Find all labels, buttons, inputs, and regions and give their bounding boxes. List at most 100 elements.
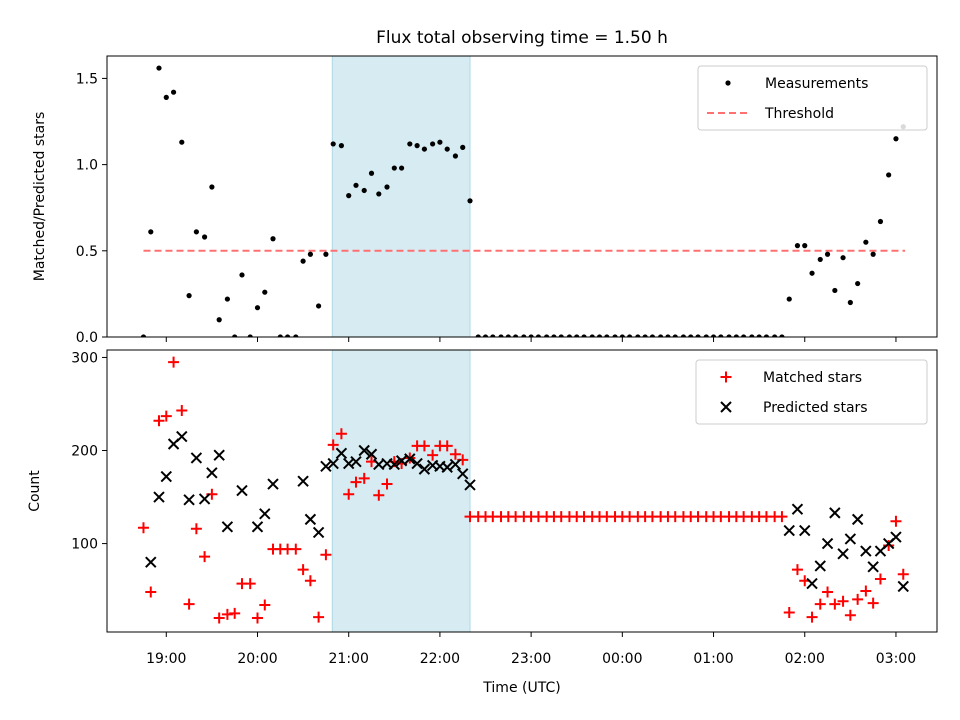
matched-star-point (290, 543, 302, 555)
ratio-panel: 0.0 0.5 1.0 1.5 Matched/Predicted stars Measu… (32, 55, 938, 346)
measurement-point (293, 334, 299, 337)
measurement-point (224, 296, 230, 302)
measurement-point (391, 165, 397, 171)
measurement-point (604, 334, 610, 337)
measurement-point (680, 334, 687, 337)
measurement-point (201, 234, 208, 240)
measurement-point (376, 191, 382, 197)
y-tick-label: 200 (71, 444, 98, 460)
measurement-point (726, 334, 732, 337)
matched-star-point (890, 515, 902, 527)
matched-star-point (441, 440, 453, 452)
measurement-point (505, 334, 511, 337)
measurement-point (786, 296, 792, 302)
predicted-star-point (327, 457, 339, 470)
measurement-point (596, 334, 603, 337)
measurement-point (437, 139, 443, 145)
legend-marker-matched (720, 371, 732, 383)
measurement-point (384, 184, 390, 190)
x-tick-label: 00:00 (602, 651, 642, 667)
measurement-point (574, 334, 580, 337)
predicted-star-point (335, 447, 348, 460)
measurement-point (763, 334, 770, 337)
predicted-star-point (198, 493, 211, 505)
measurement-point (649, 334, 656, 337)
measurement-point (444, 146, 450, 152)
y-tick-label: 0.0 (76, 330, 98, 346)
measurement-point (323, 251, 329, 257)
predicted-star-point (350, 455, 362, 468)
matched-star-point (199, 551, 211, 563)
matched-star-point (874, 573, 886, 585)
measurement-point (589, 334, 595, 337)
legend-label: Predicted stars (763, 400, 868, 416)
measurement-point (635, 334, 641, 337)
measurement-point (886, 172, 892, 178)
matched-star-point (806, 611, 818, 623)
matched-star-point (358, 472, 370, 484)
matched-star-point (350, 476, 362, 488)
measurement-point (612, 334, 618, 337)
plot-frame (106, 349, 938, 633)
predicted-star-point (213, 449, 225, 461)
matched-star-point (427, 449, 439, 461)
measurement-point (794, 243, 801, 249)
measurement-point (254, 305, 261, 311)
matched-star-point (418, 440, 430, 452)
measurement-point (179, 139, 185, 145)
predicted-star-point (860, 545, 872, 557)
measurement-point (528, 334, 534, 337)
measurement-point (467, 198, 473, 204)
matched-star-point (244, 578, 256, 590)
x-tick-label: 03:00 (876, 651, 916, 667)
predicted-star-point (304, 513, 317, 526)
matched-star-point (213, 612, 225, 624)
measurement-point (330, 141, 336, 147)
measurement-point (407, 141, 413, 147)
x-axis-label: Time (UTC) (482, 680, 560, 696)
predicted-star-point (806, 577, 818, 590)
measurement-point (430, 141, 436, 147)
measurement-point (452, 153, 459, 159)
measurement-point (307, 251, 313, 257)
x-tick-label: 02:00 (785, 651, 825, 667)
predicted-star-point (176, 430, 188, 443)
measurement-point (232, 334, 238, 337)
predicted-star-point (267, 478, 279, 490)
matched-star-point (822, 586, 834, 598)
measurement-point (809, 270, 815, 276)
x-tick-label: 20:00 (237, 651, 277, 667)
matched-star-point (304, 575, 316, 587)
y-tick-label: 1.0 (76, 158, 98, 174)
measurement-point (270, 236, 276, 242)
measurement-point (460, 144, 466, 150)
measurement-point (490, 334, 496, 337)
matched-star-point (814, 598, 826, 610)
y-tick-label: 0.5 (76, 244, 98, 260)
measurement-point (749, 334, 755, 337)
measurement-point (551, 334, 557, 337)
matched-star-point (343, 488, 355, 500)
measurement-point (247, 334, 253, 337)
measurement-point (832, 287, 838, 294)
predicted-star-point (851, 513, 864, 526)
measurement-point (475, 334, 481, 337)
matched-star-point (829, 598, 841, 610)
predicted-star-point (221, 521, 234, 533)
measurement-point (156, 65, 162, 71)
predicted-star-point (783, 524, 795, 537)
highlight-span (331, 349, 471, 633)
measurement-point (277, 334, 283, 337)
predicted-star-point (206, 467, 218, 479)
matched-star-point (251, 612, 263, 624)
measurement-point (741, 334, 747, 337)
predicted-star-point (441, 461, 453, 473)
matched-star-point (313, 611, 325, 623)
x-tick-label: 22:00 (420, 651, 460, 667)
measurement-point (665, 334, 671, 337)
matched-star-point (160, 410, 172, 422)
measurement-point (627, 334, 633, 337)
predicted-star-point (411, 457, 423, 470)
predicted-star-point (837, 548, 849, 560)
matched-star-point (320, 549, 332, 561)
